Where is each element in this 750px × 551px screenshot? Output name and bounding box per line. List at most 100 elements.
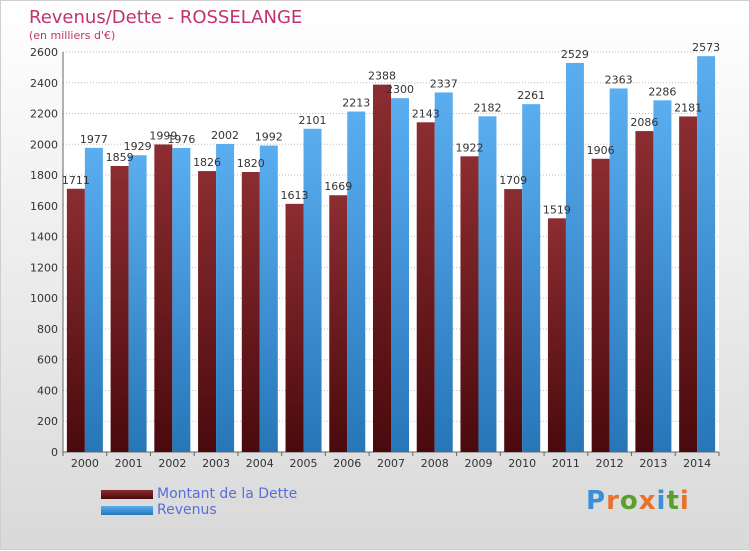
bar-debt xyxy=(504,189,523,453)
y-tick-label: 2000 xyxy=(30,138,58,151)
bar-debt xyxy=(591,158,610,452)
legend-label-revenue: Revenus xyxy=(157,502,217,518)
bar-revenue xyxy=(303,128,322,452)
bar-revenue xyxy=(653,100,672,453)
data-label-revenue: 2337 xyxy=(430,77,458,90)
y-tick-label: 1800 xyxy=(30,169,58,182)
logo-letter: i xyxy=(679,486,690,516)
bar-revenue xyxy=(391,98,409,453)
bar-debt xyxy=(241,172,260,452)
bar-debt xyxy=(110,166,129,452)
bar-revenue xyxy=(609,88,628,452)
bar-debt xyxy=(373,84,391,452)
bar-revenue xyxy=(697,56,716,453)
logo-letter: i xyxy=(656,486,667,516)
x-tick-label: 2010 xyxy=(508,457,536,470)
legend-item-debt: Montant de la Dette xyxy=(101,486,297,502)
y-tick-label: 1400 xyxy=(30,231,58,244)
data-label-revenue: 2261 xyxy=(517,89,545,102)
bar-debt xyxy=(635,131,654,453)
data-label-debt: 1826 xyxy=(193,156,221,169)
bar-debt xyxy=(198,171,217,453)
data-label-debt: 1922 xyxy=(455,141,483,154)
bar-revenue xyxy=(259,145,278,453)
data-label-revenue: 1976 xyxy=(167,133,195,146)
y-tick-label: 1200 xyxy=(30,261,58,274)
x-tick-label: 2013 xyxy=(639,457,667,470)
data-label-debt: 1669 xyxy=(324,180,352,193)
proxiti-logo: Proxiti xyxy=(586,486,690,516)
logo-letter: P xyxy=(586,486,607,516)
y-tick-label: 0 xyxy=(51,446,58,459)
data-label-debt: 2086 xyxy=(630,116,658,129)
chart-legend: Montant de la Dette Revenus xyxy=(101,486,297,518)
bar-revenue xyxy=(434,92,453,452)
data-label-revenue: 1929 xyxy=(124,140,152,153)
bar-debt xyxy=(66,188,85,452)
bar-debt xyxy=(460,156,479,453)
x-tick-label: 2011 xyxy=(552,457,580,470)
data-label-revenue: 2213 xyxy=(342,97,370,110)
data-label-revenue: 2286 xyxy=(648,85,676,98)
data-label-revenue: 2529 xyxy=(561,48,589,61)
x-tick-label: 2002 xyxy=(158,457,186,470)
data-label-revenue: 1992 xyxy=(255,131,283,144)
y-tick-label: 2200 xyxy=(30,108,58,121)
logo-letter: o xyxy=(619,486,639,516)
bar-debt xyxy=(329,195,348,452)
data-label-revenue: 2182 xyxy=(473,101,501,114)
data-label-debt: 1711 xyxy=(62,174,90,187)
bar-revenue xyxy=(216,144,235,452)
bar-revenue xyxy=(347,111,366,453)
bar-revenue xyxy=(172,148,191,452)
data-label-debt: 2388 xyxy=(368,70,396,83)
bar-revenue xyxy=(128,155,147,452)
x-tick-label: 2009 xyxy=(464,457,492,470)
data-label-debt: 2181 xyxy=(674,101,702,114)
legend-swatch-debt xyxy=(101,489,153,499)
data-label-revenue: 2573 xyxy=(692,41,720,54)
data-label-debt: 1613 xyxy=(281,189,309,202)
data-label-debt: 1906 xyxy=(587,144,615,157)
data-label-revenue: 2002 xyxy=(211,129,239,142)
x-tick-label: 2005 xyxy=(290,457,318,470)
data-label-debt: 1519 xyxy=(543,203,571,216)
x-tick-label: 2004 xyxy=(246,457,274,470)
y-tick-label: 1000 xyxy=(30,292,58,305)
bar-revenue xyxy=(522,104,541,453)
bar-revenue xyxy=(84,147,103,452)
y-tick-label: 2600 xyxy=(30,46,58,59)
y-tick-label: 800 xyxy=(37,323,58,336)
bar-revenue xyxy=(565,62,584,453)
y-tick-label: 2400 xyxy=(30,77,58,90)
x-tick-label: 2008 xyxy=(421,457,449,470)
bar-debt xyxy=(416,122,435,453)
x-tick-label: 2006 xyxy=(333,457,361,470)
logo-letter: t xyxy=(666,486,680,516)
legend-swatch-revenue xyxy=(101,505,153,515)
data-label-revenue: 2101 xyxy=(299,114,327,127)
x-tick-label: 2012 xyxy=(596,457,624,470)
chart-subtitle: (en milliers d'€) xyxy=(29,29,116,42)
y-tick-label: 1600 xyxy=(30,200,58,213)
y-tick-label: 400 xyxy=(37,384,58,397)
bar-debt xyxy=(547,218,566,452)
x-tick-label: 2001 xyxy=(115,457,143,470)
legend-label-debt: Montant de la Dette xyxy=(157,486,298,502)
data-label-debt: 1859 xyxy=(106,151,134,164)
data-label-revenue: 2363 xyxy=(605,73,633,86)
x-tick-label: 2007 xyxy=(377,457,405,470)
legend-item-revenue: Revenus xyxy=(101,502,297,518)
data-label-revenue: 2300 xyxy=(386,83,414,96)
data-label-debt: 1999 xyxy=(149,129,177,142)
data-label-debt: 1820 xyxy=(237,157,265,170)
data-label-debt: 1709 xyxy=(499,174,527,187)
data-label-revenue: 1977 xyxy=(80,133,108,146)
y-tick-label: 200 xyxy=(37,415,58,428)
bar-debt xyxy=(679,116,698,452)
y-tick-label: 600 xyxy=(37,354,58,367)
bar-debt xyxy=(285,203,304,452)
x-tick-label: 2014 xyxy=(683,457,711,470)
